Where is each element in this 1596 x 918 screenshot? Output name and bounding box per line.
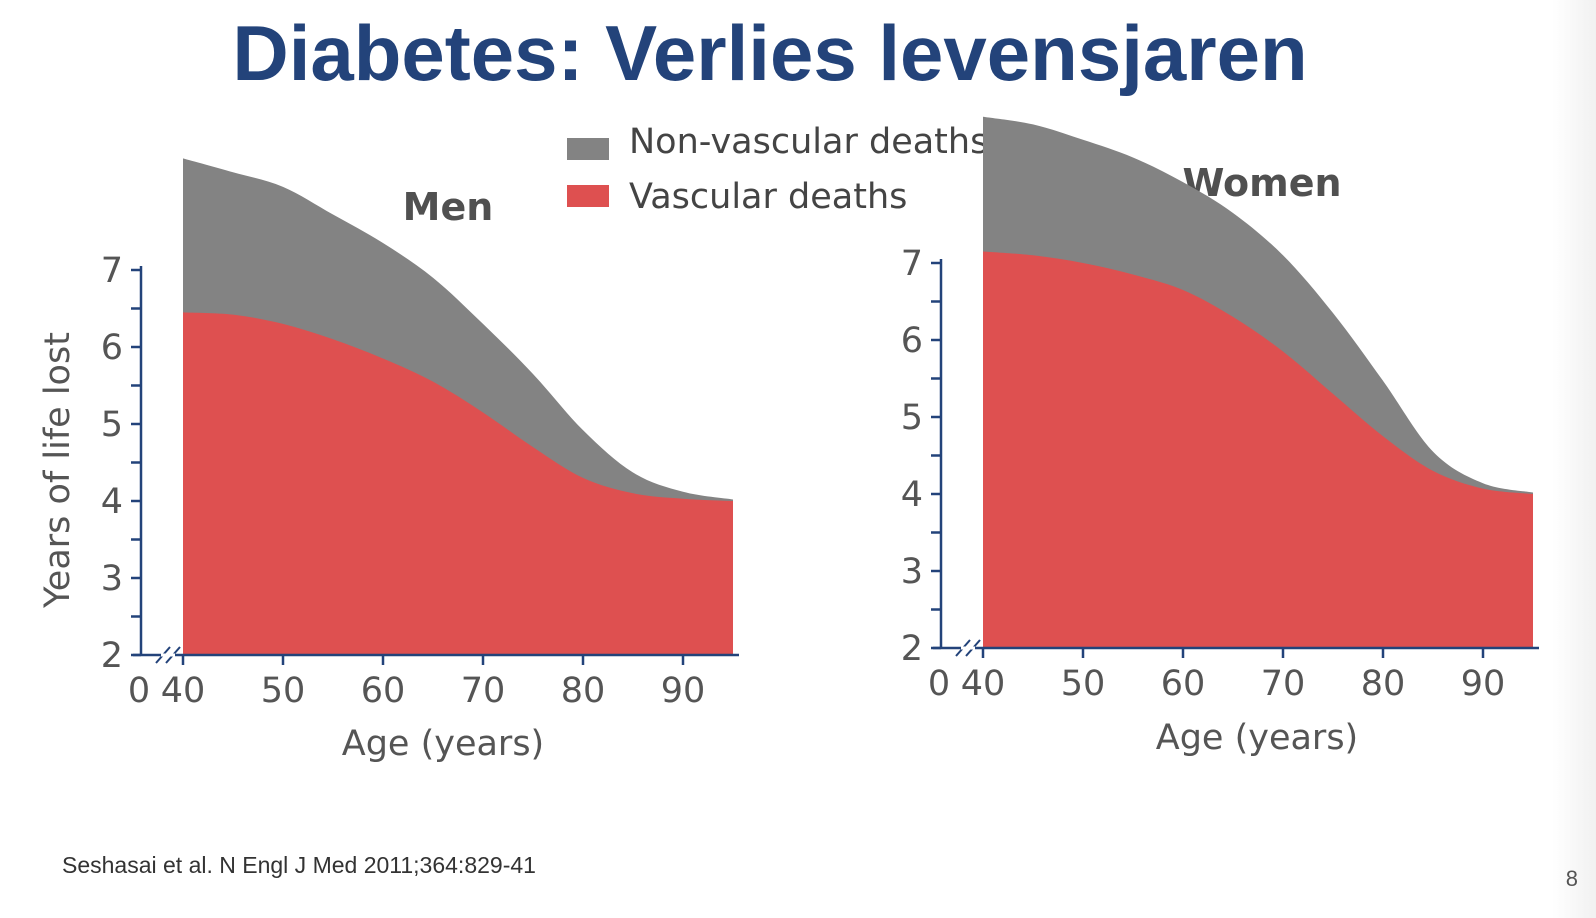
men-x-tick-label: 70 bbox=[461, 671, 506, 711]
women-x-tick-label: 0 bbox=[928, 664, 950, 704]
men-y-tick-label: 2 bbox=[101, 636, 123, 676]
legend: Non-vascular deaths Vascular deaths bbox=[567, 122, 988, 217]
men-y-tick-label: 7 bbox=[101, 251, 123, 291]
slide-title: Diabetes: Verlies levensjaren bbox=[232, 9, 1308, 97]
legend-swatch-non-vascular bbox=[567, 138, 609, 160]
men-y-tick-label: 5 bbox=[101, 405, 123, 445]
men-y-tick-label: 6 bbox=[101, 328, 123, 368]
men-x-tick-label: 60 bbox=[361, 671, 406, 711]
women-x-tick-label: 40 bbox=[961, 664, 1006, 704]
women-y-tick-label: 3 bbox=[901, 552, 923, 592]
men-x-axis-label: Age (years) bbox=[342, 724, 544, 764]
slide-edge-shade bbox=[1552, 0, 1596, 918]
men-area-vascular-deaths bbox=[183, 312, 733, 655]
women-x-tick-label: 80 bbox=[1361, 664, 1406, 704]
legend-label-non-vascular: Non-vascular deaths bbox=[629, 122, 988, 162]
women-y-tick-label: 6 bbox=[901, 321, 923, 361]
women-x-tick-label: 50 bbox=[1061, 664, 1106, 704]
men-x-tick-label: 40 bbox=[161, 671, 206, 711]
women-y-tick-label: 7 bbox=[901, 244, 923, 284]
men-x-tick-label: 50 bbox=[261, 671, 306, 711]
women-x-tick-label: 60 bbox=[1161, 664, 1206, 704]
men-y-tick-label: 3 bbox=[101, 559, 123, 599]
women-x-tick-label: 70 bbox=[1261, 664, 1306, 704]
citation: Seshasai et al. N Engl J Med 2011;364:82… bbox=[62, 852, 536, 878]
legend-swatch-vascular bbox=[567, 185, 609, 207]
slide-number: 8 bbox=[1565, 866, 1578, 891]
women-x-axis-label: Age (years) bbox=[1156, 718, 1358, 758]
women-area-vascular-deaths bbox=[983, 251, 1533, 648]
legend-label-vascular: Vascular deaths bbox=[629, 177, 907, 217]
women-y-tick-label: 5 bbox=[901, 398, 923, 438]
men-x-tick-label: 80 bbox=[561, 671, 606, 711]
men-y-axis-label: Years of life lost bbox=[38, 332, 78, 609]
women-x-tick-label: 90 bbox=[1461, 664, 1506, 704]
men-chart-title: Men bbox=[403, 185, 494, 229]
women-y-tick-label: 4 bbox=[901, 475, 923, 515]
men-x-tick-label: 90 bbox=[661, 671, 706, 711]
women-y-tick-label: 2 bbox=[901, 629, 923, 669]
men-y-tick-label: 4 bbox=[101, 482, 123, 522]
men-x-tick-label: 0 bbox=[128, 671, 150, 711]
